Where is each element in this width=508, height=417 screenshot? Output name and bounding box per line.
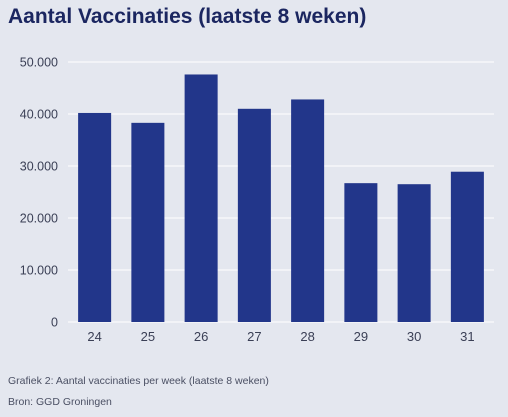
chart-source: Bron: GGD Groningen — [8, 396, 112, 408]
y-tick-label: 20.000 — [20, 212, 58, 226]
y-tick-label: 50.000 — [20, 56, 58, 70]
chart-title: Aantal Vaccinaties (laatste 8 weken) — [8, 5, 367, 28]
x-tick-label: 24 — [87, 329, 101, 344]
y-tick-label: 0 — [51, 316, 58, 330]
x-tick-label: 25 — [141, 329, 155, 344]
x-tick-label: 31 — [460, 329, 474, 344]
bar-week-30 — [397, 184, 431, 322]
y-tick-label: 10.000 — [20, 264, 58, 278]
x-tick-label: 30 — [407, 329, 421, 344]
bar-week-31 — [450, 171, 484, 322]
x-tick-label: 26 — [194, 329, 208, 344]
x-tick-label: 28 — [300, 329, 314, 344]
bar-week-27 — [237, 108, 271, 322]
bar-chart: 0 10.000 20.000 30.000 40.000 50.000 24 25 26 27 2… — [20, 56, 494, 344]
bar-week-25 — [131, 122, 165, 322]
chart-caption: Grafiek 2: Aantal vaccinaties per week (… — [8, 375, 269, 387]
bar-week-24 — [78, 112, 112, 323]
y-tick-label: 30.000 — [20, 160, 58, 174]
bar-week-28 — [291, 99, 325, 322]
x-tick-label: 27 — [247, 329, 261, 344]
x-tick-label: 29 — [354, 329, 368, 344]
bar-week-26 — [184, 74, 218, 322]
bar-week-29 — [344, 183, 378, 322]
y-tick-label: 40.000 — [20, 108, 58, 122]
